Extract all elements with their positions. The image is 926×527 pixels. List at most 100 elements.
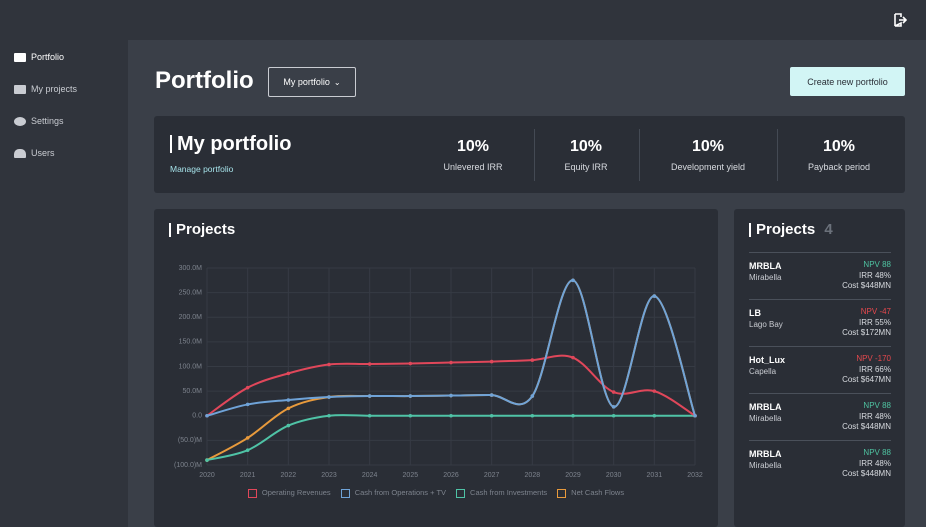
data-point [327,413,331,418]
x-tick-label: 2022 [281,472,297,479]
project-item[interactable]: MRBLA Mirabella NPV 88 IRR 48% Cost $448MN [749,252,891,299]
nav-label: Settings [31,116,64,126]
data-point [245,448,250,453]
manage-link[interactable]: Manage portfolio [170,164,234,174]
legend-item[interactable]: Operating Revenues [247,488,331,498]
legend-swatch [340,488,350,498]
x-tick-label: 2027 [484,472,500,479]
metric: 10% Equity IRR [564,138,607,172]
legend-item[interactable]: Net Cash Flows [557,488,624,498]
project-cost: Cost $448MN [842,469,891,478]
y-tick-label: 300.0M [179,265,203,272]
data-point [449,413,453,418]
legend-swatch [456,488,466,498]
logout-icon[interactable] [893,13,907,27]
metric-value: 10% [456,138,490,155]
project-code: MRBLA [749,261,782,271]
project-name: Lago Bay [749,320,783,329]
metric-label: Payback period [807,162,871,172]
y-tick-label: 0.0 [192,413,202,420]
legend-item[interactable]: Cash from Operations + TV [340,488,447,498]
metric: 10% Development yield [671,138,745,172]
project-npv: NPV -170 [856,354,891,363]
data-point [449,360,453,365]
data-point [286,423,291,428]
project-item[interactable]: Hot_Lux Capella NPV -170 IRR 66% Cost $647MN [749,346,891,393]
legend-swatch [557,488,567,498]
data-point [652,389,657,393]
project-cost: Cost $172MN [842,328,891,337]
data-point [408,361,413,366]
chart-title: Projects [169,222,235,237]
data-point [489,393,494,397]
data-point [652,294,657,298]
y-tick-label: (50.0)M [178,437,202,444]
data-point [327,362,331,367]
data-point [205,413,209,418]
x-tick-label: 2025 [403,472,419,479]
nav-item[interactable]: Settings [14,116,64,126]
project-name: Mirabella [749,273,782,282]
legend-label: Operating Revenues [261,488,331,497]
x-tick-label: 2020 [199,472,215,479]
y-tick-label: 200.0M [179,314,203,321]
sidebar: Portfolio My projects Settings Users [0,40,128,527]
y-tick-label: 150.0M [179,339,203,346]
data-point [489,413,494,418]
nav-item[interactable]: Portfolio [14,52,64,62]
project-code: LB [749,308,761,318]
data-point [611,405,616,409]
data-point [530,394,535,398]
project-name: Mirabella [749,414,782,423]
project-npv: NPV -47 [860,307,891,316]
metric-value: 10% [569,138,603,155]
data-point [449,393,453,398]
project-code: Hot_Lux [749,355,785,365]
data-point [327,395,331,399]
data-point [571,355,575,360]
data-point [611,413,616,418]
projects-card: Projects 4 MRBLA Mirabella NPV 88 IRR 48% Co… [734,209,905,527]
x-tick-label: 2026 [443,472,459,479]
legend-swatch [247,488,257,498]
data-point [245,385,250,390]
projects-title: Projects 4 [749,221,833,238]
create-button[interactable]: Create new portfolio [790,67,905,96]
project-code: MRBLA [749,402,782,412]
x-tick-label: 2023 [321,472,337,479]
portfolio-dropdown[interactable]: My portfolio ⌄ [268,67,356,97]
data-point [489,359,494,364]
y-tick-label: 50.0M [183,388,203,395]
project-irr: IRR 66% [858,364,891,374]
y-tick-label: (100.0)M [174,462,202,469]
project-cost: Cost $647MN [842,375,891,384]
data-point [408,394,413,398]
top-bar [0,0,926,40]
data-point [245,402,250,407]
nav-item[interactable]: Users [14,148,55,158]
data-point [286,371,291,376]
project-code: MRBLA [749,449,782,459]
nav-label: Portfolio [31,52,65,62]
data-point [286,398,291,402]
y-tick-label: 250.0M [179,289,203,296]
data-point [367,362,372,366]
metric-value: 10% [691,138,725,155]
legend-label: Cash from Operations + TV [354,488,447,497]
series-line [206,279,696,417]
nav-item[interactable]: My projects [14,84,77,94]
data-point [367,413,372,418]
project-item[interactable]: MRBLA Mirabella NPV 88 IRR 48% Cost $448MN [749,440,891,487]
data-point [571,413,575,418]
x-tick-label: 2031 [647,472,663,479]
project-cost: Cost $448MN [842,281,891,290]
summary-card: My portfolio Manage portfolio 10% Unlever… [154,116,905,193]
projects-title-text: Projects [756,221,816,238]
metric-label: Unlevered IRR [443,162,503,172]
metric: 10% Unlevered IRR [443,138,502,172]
x-tick-label: 2032 [687,472,703,479]
legend-item[interactable]: Cash from Investments [456,488,547,498]
project-item[interactable]: MRBLA Mirabella NPV 88 IRR 48% Cost $448MN [749,393,891,440]
project-item[interactable]: LB Lago Bay NPV -47 IRR 55% Cost $172MN [749,299,891,346]
project-stats: NPV 88 IRR 48% Cost $448MN [842,401,891,433]
